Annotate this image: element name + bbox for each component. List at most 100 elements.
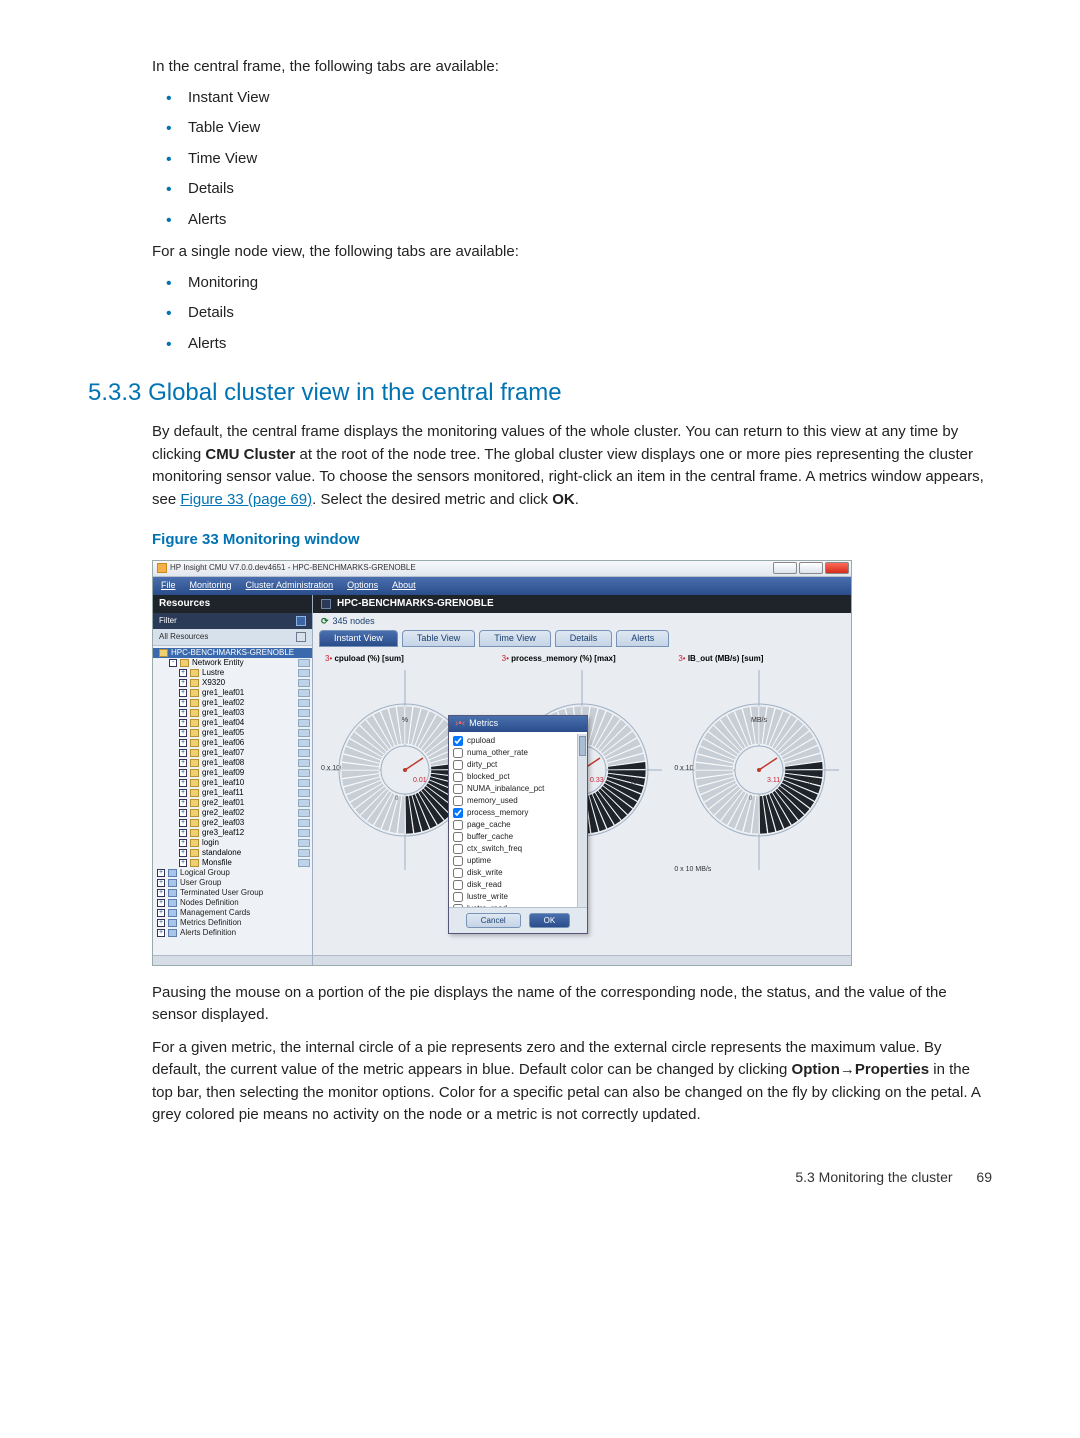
metric-row[interactable]: numa_other_rate (451, 747, 585, 759)
filter-row[interactable]: Filter (153, 613, 312, 629)
metric-checkbox[interactable] (453, 880, 463, 890)
cancel-button[interactable]: Cancel (466, 913, 521, 928)
pie-chart[interactable]: 0 x 10 MB/s0 x 10 MB/sMB/s3.1134500 (672, 665, 845, 875)
expand-icon[interactable]: + (179, 799, 187, 807)
expand-icon[interactable]: + (179, 669, 187, 677)
menu-file[interactable]: File (161, 581, 176, 590)
metric-row[interactable]: buffer_cache (451, 831, 585, 843)
tree-item[interactable]: +gre1_leaf10 (153, 778, 312, 788)
metric-checkbox[interactable] (453, 904, 463, 907)
tree-item[interactable]: +gre2_leaf03 (153, 818, 312, 828)
expand-icon[interactable]: + (179, 789, 187, 797)
tree-item[interactable]: +Lustre (153, 668, 312, 678)
expand-icon[interactable]: + (179, 859, 187, 867)
metric-row[interactable]: ctx_switch_freq (451, 843, 585, 855)
metric-checkbox[interactable] (453, 820, 463, 830)
metric-row[interactable]: cpuload (451, 735, 585, 747)
metric-checkbox[interactable] (453, 868, 463, 878)
tab-instant-view[interactable]: Instant View (319, 630, 398, 647)
tree-item[interactable]: +gre1_leaf05 (153, 728, 312, 738)
metric-checkbox[interactable] (453, 844, 463, 854)
expand-icon[interactable]: + (179, 719, 187, 727)
metric-checkbox[interactable] (453, 892, 463, 902)
metric-row[interactable]: blocked_pct (451, 771, 585, 783)
expand-icon[interactable]: + (179, 679, 187, 687)
tree-group[interactable]: +Management Cards (153, 908, 312, 918)
figure-ref-link[interactable]: Figure 33 (page 69) (180, 491, 312, 508)
tab-details[interactable]: Details (555, 630, 613, 647)
expand-icon[interactable]: + (179, 839, 187, 847)
expand-icon[interactable]: + (179, 749, 187, 757)
tree-item[interactable]: +gre1_leaf09 (153, 768, 312, 778)
menu-monitoring[interactable]: Monitoring (190, 581, 232, 590)
metric-row[interactable]: disk_read (451, 879, 585, 891)
metric-row[interactable]: process_memory (451, 807, 585, 819)
metric-checkbox[interactable] (453, 856, 463, 866)
tree-item[interactable]: +gre1_leaf06 (153, 738, 312, 748)
metric-row[interactable]: disk_write (451, 867, 585, 879)
tree-item[interactable]: +gre3_leaf12 (153, 828, 312, 838)
metric-row[interactable]: lustre_write (451, 891, 585, 903)
metric-row[interactable]: dirty_pct (451, 759, 585, 771)
menu-options[interactable]: Options (347, 581, 378, 590)
expand-icon[interactable]: + (157, 929, 165, 937)
expand-icon[interactable]: + (157, 869, 165, 877)
expand-icon[interactable]: + (179, 809, 187, 817)
tree-item[interactable]: +gre1_leaf03 (153, 708, 312, 718)
menu-cluster-administration[interactable]: Cluster Administration (246, 581, 334, 590)
tree-group[interactable]: +Alerts Definition (153, 928, 312, 938)
ok-button[interactable]: OK (529, 913, 571, 928)
tree-item[interactable]: +gre2_leaf02 (153, 808, 312, 818)
filter-icon[interactable] (296, 616, 306, 626)
toggle-icon[interactable] (321, 599, 331, 609)
expand-icon[interactable]: + (179, 829, 187, 837)
metric-row[interactable]: memory_used (451, 795, 585, 807)
expand-icon[interactable]: + (179, 689, 187, 697)
expand-icon[interactable]: + (157, 889, 165, 897)
tree-item[interactable]: +gre1_leaf08 (153, 758, 312, 768)
tab-alerts[interactable]: Alerts (616, 630, 669, 647)
expand-icon[interactable]: + (157, 909, 165, 917)
tree-item[interactable]: +standalone (153, 848, 312, 858)
tree-group[interactable]: +Logical Group (153, 868, 312, 878)
metric-checkbox[interactable] (453, 736, 463, 746)
metric-checkbox[interactable] (453, 772, 463, 782)
refresh-icon[interactable]: ⟳ (321, 617, 329, 626)
tree-item[interactable]: +gre1_leaf01 (153, 688, 312, 698)
tab-table-view[interactable]: Table View (402, 630, 475, 647)
metric-checkbox[interactable] (453, 808, 463, 818)
tree-group[interactable]: +Terminated User Group (153, 888, 312, 898)
tree-group[interactable]: +User Group (153, 878, 312, 888)
metrics-scrollbar[interactable] (577, 734, 587, 907)
expand-icon[interactable]: + (179, 779, 187, 787)
tree-item[interactable]: +gre1_leaf02 (153, 698, 312, 708)
tab-time-view[interactable]: Time View (479, 630, 551, 647)
metric-checkbox[interactable] (453, 760, 463, 770)
metric-checkbox[interactable] (453, 796, 463, 806)
tree-item[interactable]: +gre2_leaf01 (153, 798, 312, 808)
expand-icon[interactable]: + (157, 879, 165, 887)
expand-icon[interactable]: + (179, 709, 187, 717)
expand-icon[interactable]: + (179, 849, 187, 857)
collapse-icon[interactable] (296, 632, 306, 642)
tree-item[interactable]: -Network Entity (153, 658, 312, 668)
expand-icon[interactable]: - (169, 659, 177, 667)
tree-item[interactable]: +login (153, 838, 312, 848)
tree-root[interactable]: HPC-BENCHMARKS-GRENOBLE (153, 648, 312, 658)
expand-icon[interactable]: + (179, 769, 187, 777)
expand-icon[interactable]: + (179, 699, 187, 707)
expand-icon[interactable]: + (179, 729, 187, 737)
expand-icon[interactable]: + (157, 919, 165, 927)
expand-icon[interactable]: + (179, 819, 187, 827)
expand-icon[interactable]: + (179, 739, 187, 747)
all-resources-row[interactable]: All Resources (153, 629, 312, 646)
metric-checkbox[interactable] (453, 784, 463, 794)
minimize-button[interactable] (773, 562, 797, 574)
expand-icon[interactable]: + (179, 759, 187, 767)
tree-item[interactable]: +gre1_leaf04 (153, 718, 312, 728)
close-button[interactable] (825, 562, 849, 574)
tree-group[interactable]: +Metrics Definition (153, 918, 312, 928)
tree-item[interactable]: +X9320 (153, 678, 312, 688)
metric-row[interactable]: NUMA_inbalance_pct (451, 783, 585, 795)
scrollbar-thumb[interactable] (579, 736, 586, 756)
